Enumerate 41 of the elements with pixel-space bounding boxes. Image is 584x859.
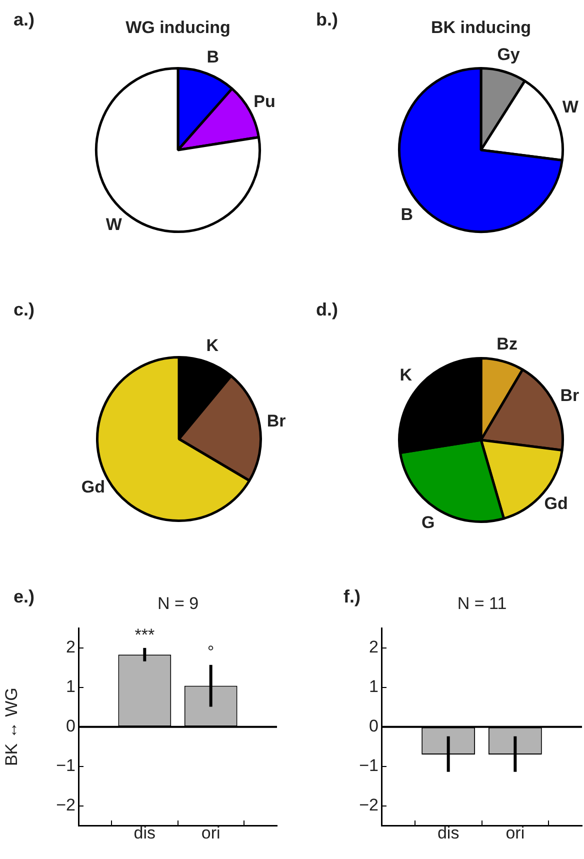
text: f.) (344, 586, 360, 608)
y-tick-label: 0 (66, 716, 76, 736)
y-tick-label: 1 (369, 677, 378, 696)
slice-label: W (106, 214, 123, 234)
y-axis-title: BK ↔ WG (2, 688, 21, 766)
y-tick-label: 2 (369, 638, 378, 657)
slice-label: Br (266, 412, 286, 431)
slice-label: W (562, 98, 580, 117)
text: b.) (316, 10, 338, 30)
text: e.) (13, 586, 35, 608)
slice-label: G (421, 513, 435, 532)
text: d.) (316, 300, 338, 320)
x-tick-label: ori (201, 823, 220, 842)
slice-label: Gd (81, 478, 106, 497)
y-tick-label: −1 (359, 756, 378, 775)
y-tick-label: 2 (66, 638, 76, 657)
annotation: ° (207, 642, 214, 662)
x-tick-label: dis (437, 823, 460, 842)
slice-label: K (400, 366, 413, 385)
chart-title: BK inducing (430, 18, 532, 38)
y-tick-label: −2 (359, 795, 378, 814)
y-tick-label: 0 (369, 716, 378, 736)
x-tick-label: dis (134, 823, 156, 842)
slice-label: Br (560, 386, 580, 406)
y-tick-label: −1 (56, 756, 76, 775)
slice-label: B (400, 204, 414, 224)
y-tick-label: 1 (66, 677, 76, 696)
chart-title: WG inducing (126, 18, 230, 38)
chart-title: N = 9 (157, 594, 199, 614)
slice-label: B (206, 47, 220, 66)
text: a.) (13, 10, 35, 30)
slice-label: Pu (254, 92, 276, 112)
x-tick-label: ori (506, 823, 525, 842)
text: c.) (13, 300, 35, 320)
slice-label: Bz (496, 334, 518, 354)
chart-title: N = 11 (457, 594, 507, 614)
slice-label: K (206, 336, 220, 355)
slice-label: Gd (544, 494, 568, 513)
y-tick-label: −2 (56, 795, 76, 814)
slice-label: Gy (497, 44, 520, 64)
annotation: *** (134, 626, 155, 645)
